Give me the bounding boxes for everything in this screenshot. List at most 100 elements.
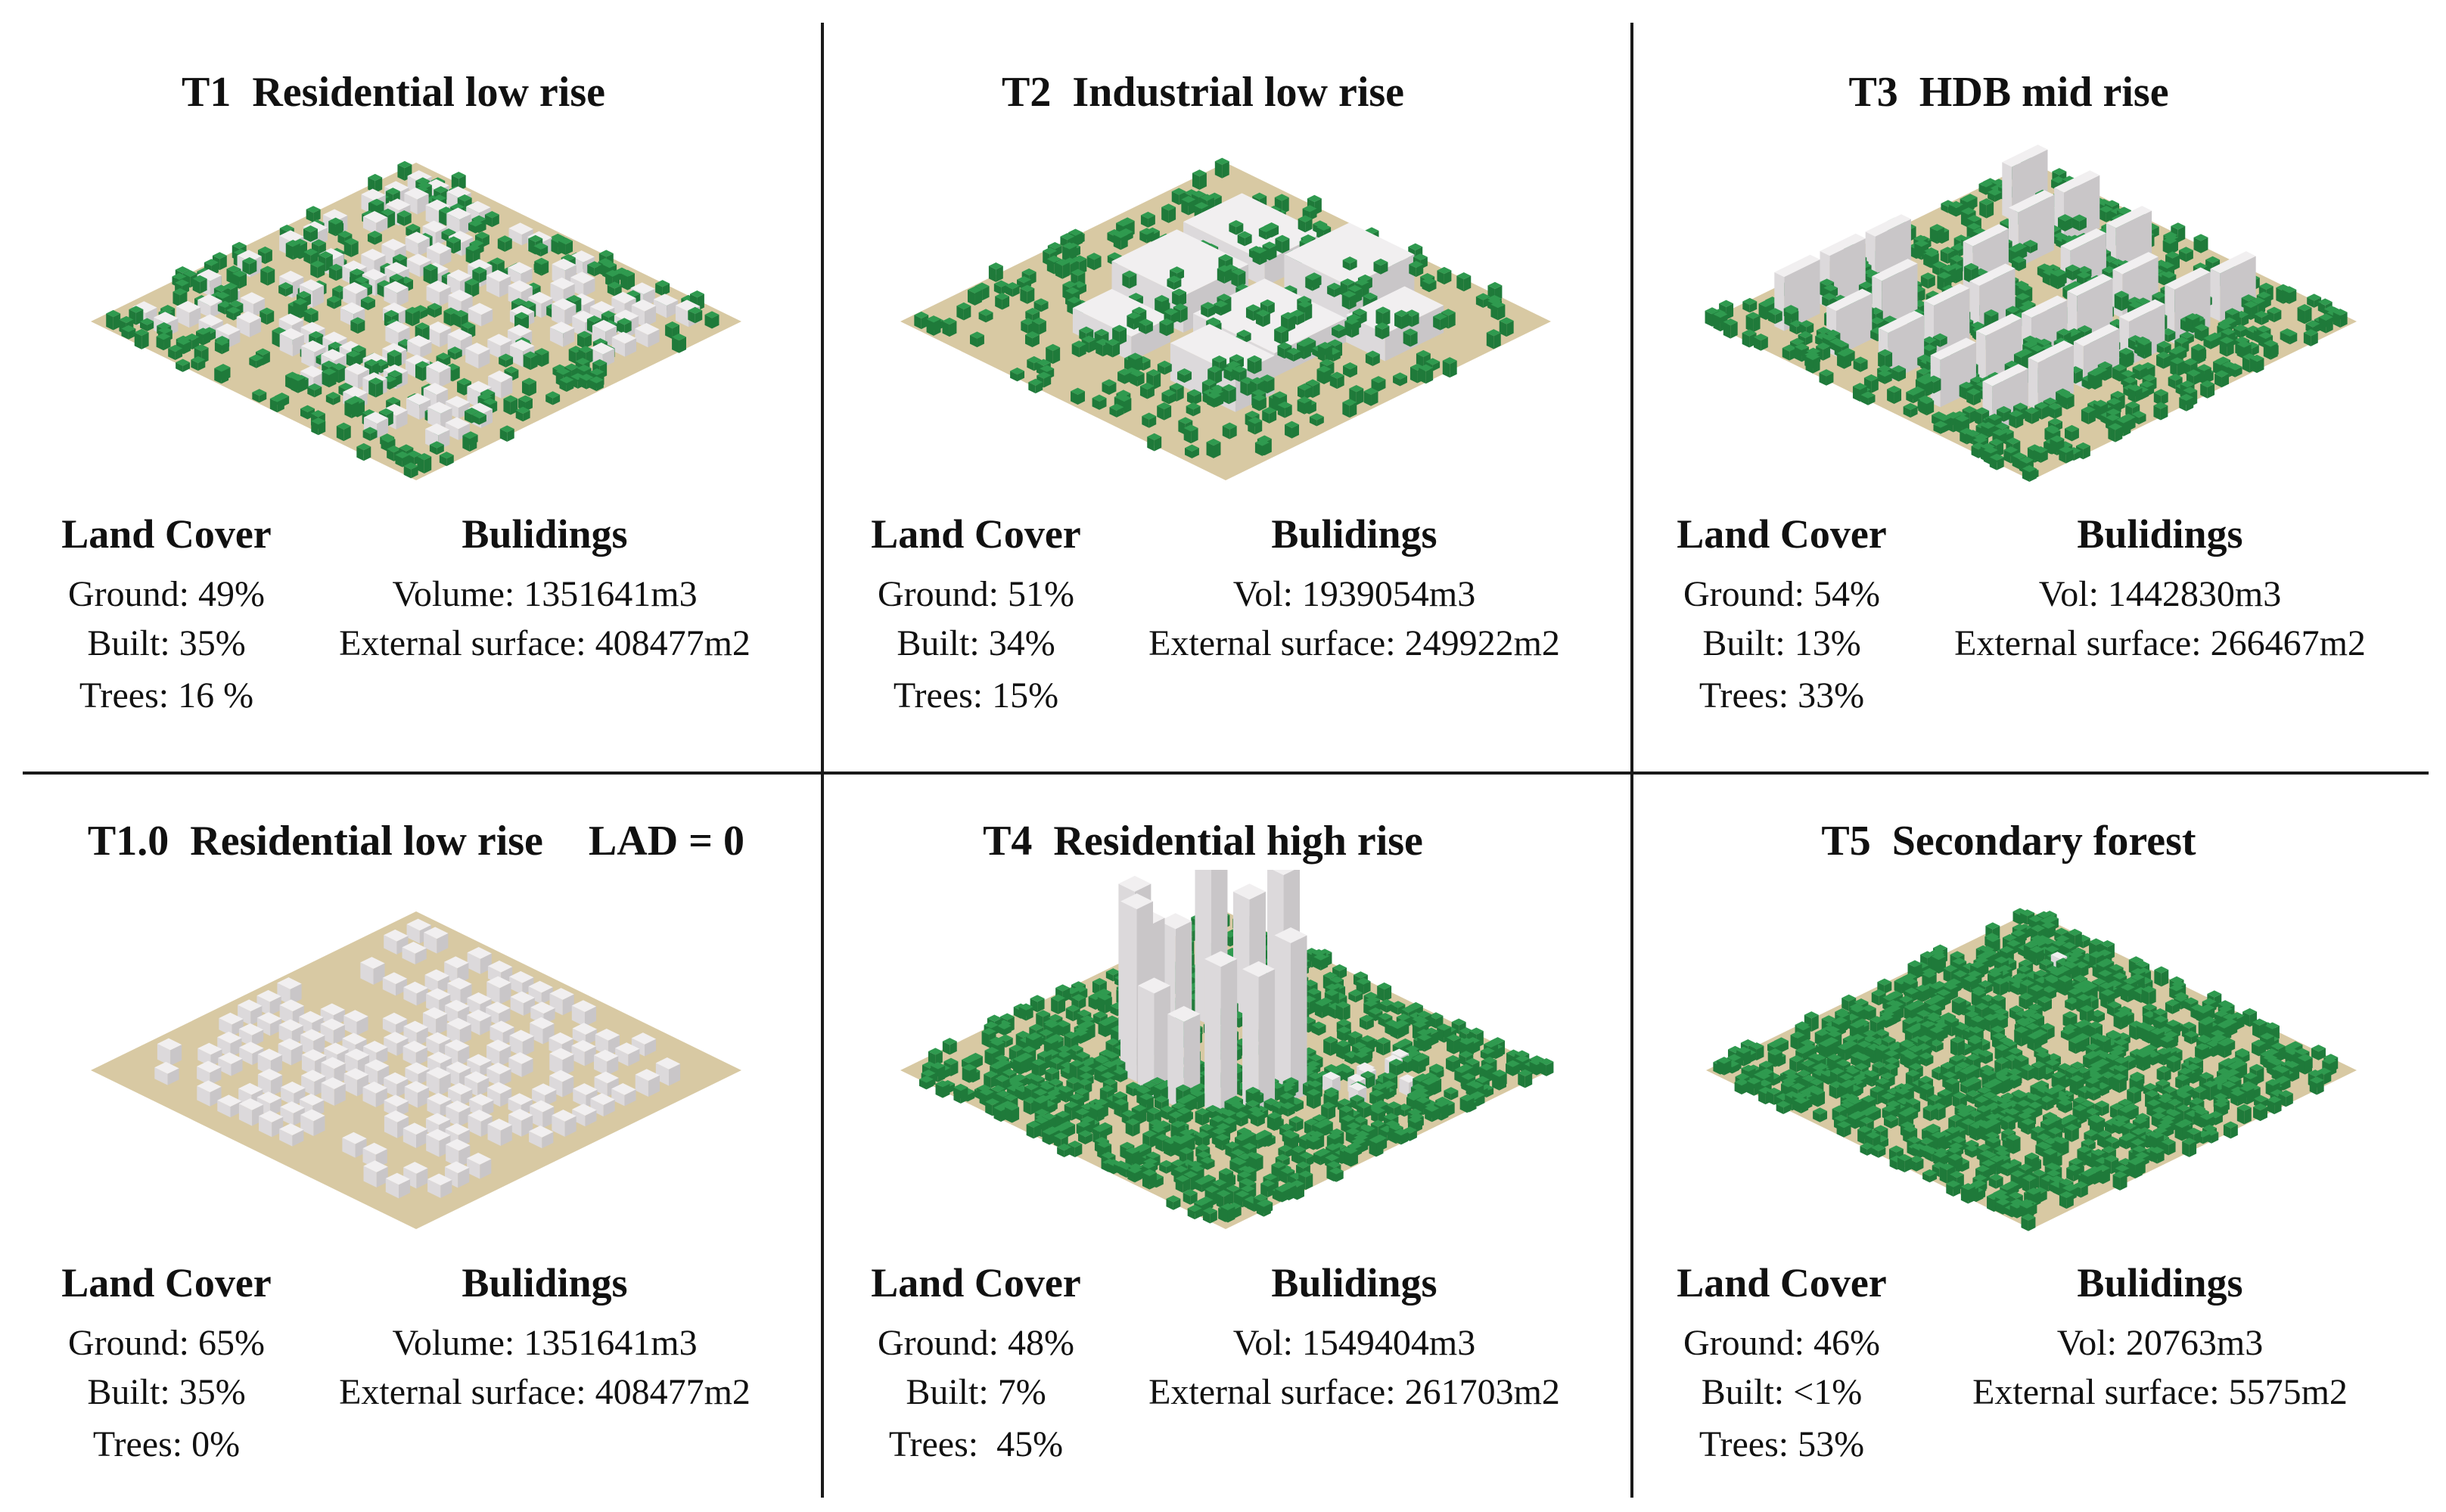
tree-cluster [2108,423,2123,442]
tree-cluster [1444,1087,1459,1101]
land-cover-ground: Ground: 48% [878,1323,1074,1363]
land-cover-trees: Trees: 0% [92,1424,241,1464]
buildings-external-surface: External surface: 261703m2 [1148,1372,1560,1412]
building-block [572,1104,597,1127]
tree-cluster [1853,356,1868,372]
tree-cluster [1055,259,1070,279]
tree-cluster [396,210,412,226]
tree-cluster [1222,422,1237,439]
tree-cluster [2006,1133,2021,1154]
tree-cluster [1960,1183,1975,1204]
tree-cluster [168,344,183,360]
building-block [508,1052,533,1078]
vertical-divider-right [1630,23,1633,1498]
tree-cluster [405,306,420,327]
buildings-external-surface: External surface: 408477m2 [339,1372,751,1412]
buildings-volume: Volume: 1351641m3 [392,574,698,614]
tree-cluster [1285,421,1299,439]
tree-cluster [2127,384,2143,403]
tree-cluster [2161,1138,2176,1156]
panel-t4: T4 Residential high rise Land Cover Grou… [847,764,1604,1505]
tree-cluster [2253,1103,2267,1122]
tree-cluster [1717,1057,1732,1076]
tree-cluster [1248,1152,1263,1172]
tree-cluster [1274,325,1289,345]
tree-cluster [1181,196,1196,216]
tree-cluster [1805,352,1820,374]
tree-cluster [1309,413,1324,427]
tree-cluster [1010,367,1025,382]
tree-cluster [362,427,378,441]
tree-cluster [1332,964,1347,980]
tree-cluster [2283,329,2298,345]
tree-cluster [1248,417,1263,435]
building-block [468,303,493,327]
tree-cluster [2059,1191,2074,1209]
tree-cluster [303,248,319,265]
tree-cluster [368,377,384,398]
panel-title-text: T1.0 Residential low rise [87,818,543,865]
panel-title: T2 Industrial low rise [847,68,1604,116]
building-block [426,280,451,307]
tree-cluster [325,391,340,405]
tree-cluster [403,462,418,479]
building-block [445,417,470,440]
tree-cluster [1186,389,1201,405]
tree-cluster [2132,364,2147,380]
tree-cluster [1323,1035,1338,1057]
building-block [552,1110,577,1137]
tree-cluster [306,206,321,223]
land-cover-trees: Trees: 15% [893,675,1059,716]
building-block [403,1020,428,1047]
tree-cluster [918,1076,934,1090]
tree-cluster [328,263,343,281]
tree-cluster [328,217,343,237]
tree-cluster [1206,438,1221,458]
land-cover-trees: Trees: 53% [1699,1424,1865,1464]
tree-cluster [1200,1157,1215,1170]
tree-cluster [1389,1058,1404,1076]
tree-cluster [1897,1153,1912,1173]
tree-cluster [1086,253,1102,271]
vertical-divider-left [821,23,824,1498]
building-block [611,331,637,357]
tree-cluster [1742,297,1758,313]
tree-cluster [1185,444,1199,459]
tree-cluster [1175,1175,1190,1193]
tree-cluster [2186,369,2201,386]
tree-cluster [1375,306,1391,327]
tree-cluster [311,418,326,436]
tree-cluster [1159,318,1174,337]
tree-cluster [620,269,635,290]
tree-cluster [1860,391,1876,405]
building-block [529,1125,554,1149]
building-block [467,1152,492,1179]
tree-cluster [462,432,477,452]
tree-cluster [1183,424,1198,444]
tree-cluster [2027,1032,2042,1051]
tree-cluster [369,198,384,217]
building-block [486,1001,511,1026]
tree-cluster [2059,391,2075,410]
building-block [426,361,451,388]
tree-cluster [249,354,264,368]
tree-cluster [1332,324,1347,339]
land-cover-built: Built: <1% [1701,1372,1863,1412]
tree-cluster [2307,293,2322,308]
building-block [467,947,492,974]
tree-cluster [260,265,275,286]
tree-cluster [1071,340,1086,358]
tree-cluster [395,451,410,467]
tree-cluster [140,318,154,332]
tree-cluster [436,352,451,368]
tree-cluster [558,237,573,256]
land-cover-built: Built: 34% [897,623,1055,663]
buildings-volume: Volume: 1351641m3 [392,1323,698,1363]
tree-cluster [515,406,530,422]
horizontal-divider [23,772,2429,775]
tree-cluster [1422,277,1437,293]
tree-cluster [176,359,191,372]
tree-cluster [2203,334,2218,349]
tree-cluster [1966,388,1981,406]
city-model-svg [900,836,1554,1229]
